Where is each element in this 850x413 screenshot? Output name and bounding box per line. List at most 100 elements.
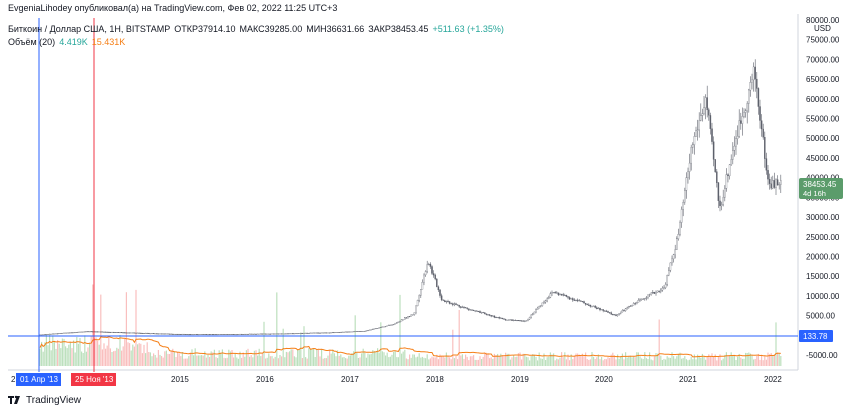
volume-bar bbox=[474, 359, 476, 366]
candle-body bbox=[666, 275, 668, 285]
volume-bar bbox=[527, 357, 529, 366]
volume-bar bbox=[721, 360, 723, 366]
volume-bar bbox=[154, 355, 156, 366]
volume-bar bbox=[436, 354, 438, 366]
candle-body bbox=[743, 112, 745, 117]
candle-body bbox=[404, 317, 406, 320]
candle-body bbox=[671, 258, 673, 264]
volume-bar bbox=[757, 353, 759, 366]
candle-body bbox=[196, 334, 198, 335]
volume-bar bbox=[250, 355, 252, 366]
volume-bar bbox=[636, 352, 638, 366]
volume-bar bbox=[629, 355, 631, 366]
volume-bar bbox=[66, 348, 68, 366]
footer-brand[interactable]: TradingView bbox=[8, 394, 81, 406]
volume-bar bbox=[191, 349, 193, 366]
volume-bar bbox=[417, 356, 419, 366]
volume-bar bbox=[114, 350, 116, 366]
candle-body bbox=[533, 311, 536, 315]
candle-body bbox=[508, 319, 510, 321]
candle-body bbox=[408, 316, 411, 317]
volume-bar bbox=[356, 352, 358, 366]
candle-body bbox=[680, 209, 683, 223]
plot-area[interactable] bbox=[8, 18, 798, 370]
candle-body bbox=[583, 301, 585, 304]
candle-body bbox=[252, 333, 254, 335]
price-tick-label: 5000.00 bbox=[806, 312, 835, 321]
candle-body bbox=[466, 307, 468, 309]
volume-bar bbox=[746, 353, 748, 366]
volume-bar bbox=[599, 359, 601, 366]
volume-bar bbox=[157, 350, 159, 366]
candle-body bbox=[141, 332, 144, 334]
candle-body bbox=[495, 317, 497, 319]
candle-body bbox=[156, 333, 158, 335]
candle-body bbox=[272, 333, 275, 335]
volume-bar bbox=[529, 360, 531, 366]
volume-bar bbox=[594, 359, 596, 366]
volume-bar bbox=[409, 354, 411, 366]
volume-bar bbox=[709, 356, 711, 366]
candle-body bbox=[600, 309, 603, 311]
volume-bar bbox=[282, 328, 284, 366]
candle-body bbox=[240, 333, 243, 335]
volume-bar bbox=[605, 359, 607, 366]
candle-body bbox=[208, 334, 211, 336]
candle-body bbox=[63, 332, 65, 334]
symbol-name[interactable]: Биткоин / Доллар США, 1Н, BITSTAMP bbox=[8, 24, 171, 34]
candle-body bbox=[500, 317, 502, 319]
volume-title[interactable]: Объём (20) bbox=[8, 37, 56, 47]
volume-bar bbox=[74, 352, 76, 366]
candle-body bbox=[732, 150, 734, 160]
candle-body bbox=[626, 307, 628, 309]
candle-body bbox=[620, 311, 622, 314]
candle-body bbox=[557, 292, 560, 295]
volume-bar bbox=[309, 349, 311, 366]
volume-bar bbox=[668, 357, 670, 366]
volume-bar bbox=[495, 355, 497, 366]
candle-body bbox=[581, 301, 584, 302]
volume-bar bbox=[623, 359, 625, 366]
candle-body bbox=[420, 289, 422, 296]
candle-body bbox=[212, 334, 214, 336]
candle-body bbox=[192, 334, 195, 336]
candle-body bbox=[498, 317, 500, 319]
candle-body bbox=[472, 309, 475, 311]
volume-bar bbox=[285, 351, 287, 366]
candle-body bbox=[95, 331, 97, 333]
volume-bar bbox=[60, 348, 62, 366]
candle-body bbox=[455, 303, 457, 305]
volume-bar bbox=[316, 349, 318, 366]
volume-bar bbox=[359, 357, 361, 366]
candle-body bbox=[117, 332, 120, 333]
volume-bar bbox=[655, 353, 657, 366]
candle-body bbox=[268, 333, 270, 335]
candle-body bbox=[592, 305, 595, 307]
volume-bar bbox=[125, 292, 127, 366]
candle-body bbox=[532, 313, 534, 316]
volume-bar bbox=[759, 359, 761, 366]
candle-body bbox=[152, 333, 155, 335]
price-tick-label: 50000.00 bbox=[806, 134, 840, 143]
volume-bar bbox=[199, 355, 201, 366]
candle-body bbox=[520, 320, 523, 322]
time-axis-start: 2 bbox=[11, 375, 16, 384]
volume-bar bbox=[484, 353, 486, 366]
candle-body bbox=[356, 331, 358, 332]
candle-body bbox=[391, 324, 393, 326]
candle-body bbox=[159, 333, 161, 335]
volume-bar bbox=[185, 358, 187, 366]
candle-body bbox=[341, 331, 344, 333]
volume-bar bbox=[205, 357, 207, 366]
volume-bar bbox=[141, 353, 143, 366]
candle-body bbox=[319, 332, 321, 334]
volume-bar bbox=[505, 352, 507, 366]
candle-body bbox=[300, 332, 302, 334]
candle-body bbox=[528, 317, 531, 320]
candle-body bbox=[85, 331, 88, 333]
volume-bar bbox=[353, 351, 355, 366]
volume-bar bbox=[61, 338, 63, 366]
volume-bar bbox=[653, 356, 655, 366]
candle-body bbox=[522, 320, 524, 322]
